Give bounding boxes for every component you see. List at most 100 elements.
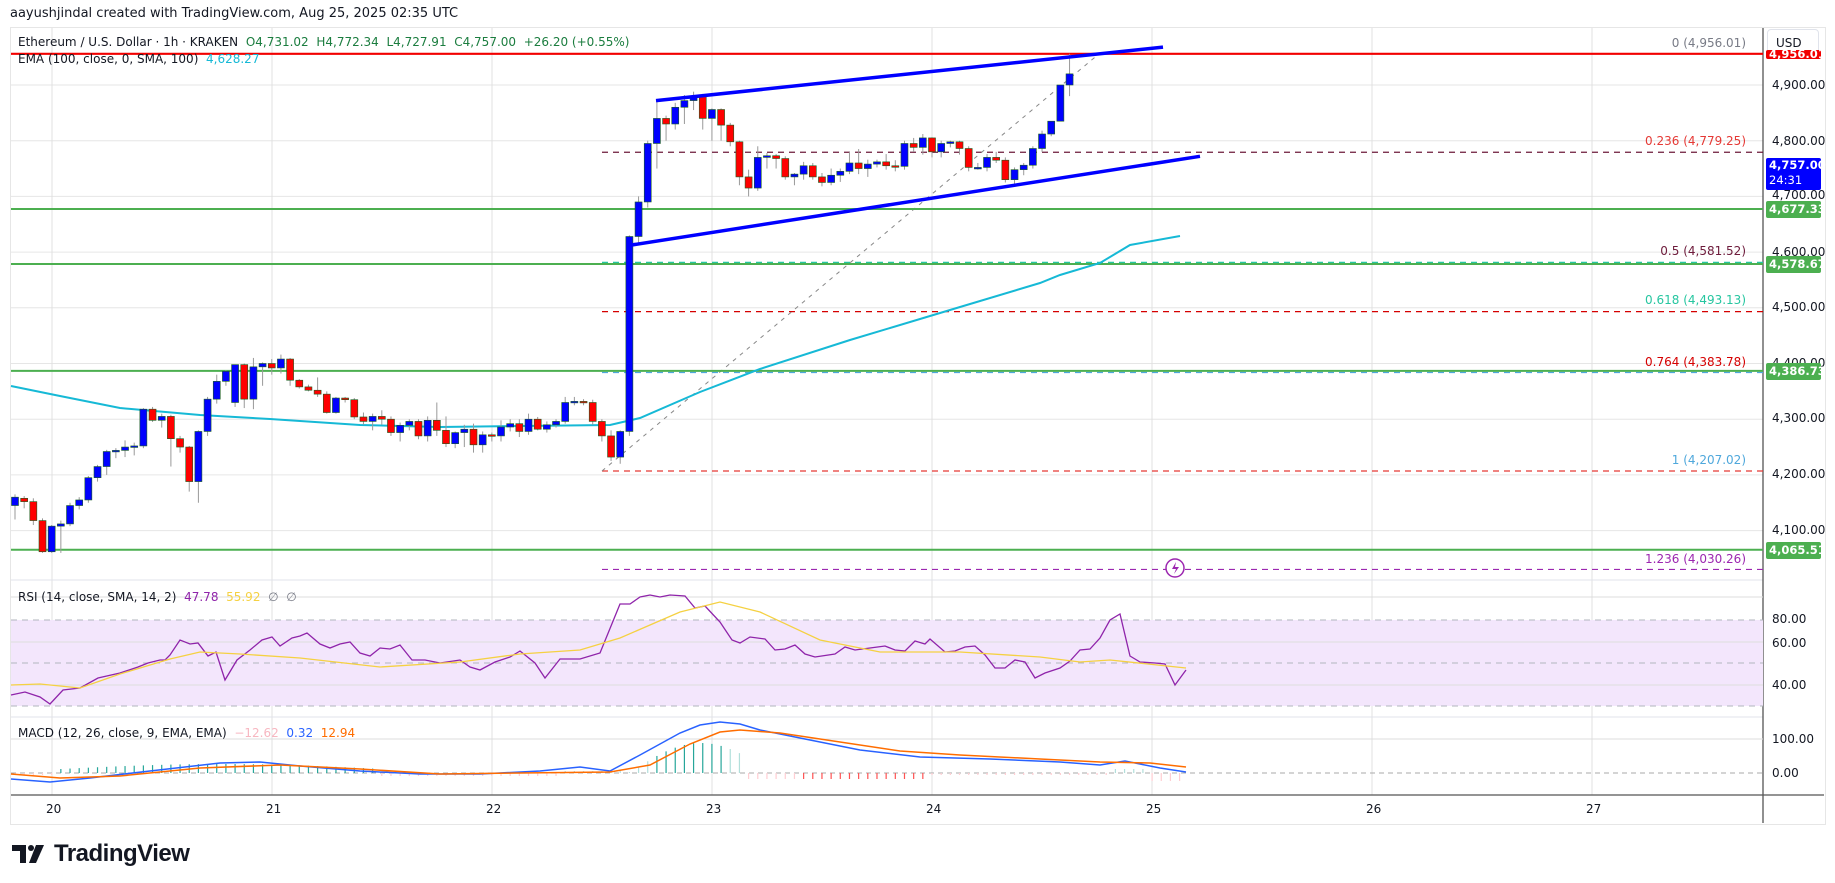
candle-body bbox=[552, 421, 560, 426]
tradingview-logo[interactable]: TradingView bbox=[12, 840, 190, 868]
rsi-extra-2: ∅ bbox=[286, 590, 297, 604]
candle-body bbox=[836, 171, 845, 176]
macd-label: MACD (12, 26, close, 9, EMA, EMA) bbox=[18, 726, 227, 740]
candle-body bbox=[561, 402, 570, 422]
fib-label-0: 0 (4,956.01) bbox=[1671, 36, 1746, 50]
candle-body bbox=[1065, 73, 1074, 86]
candle-body bbox=[653, 118, 661, 144]
lower-trendline bbox=[628, 154, 1201, 248]
candle-body bbox=[937, 143, 945, 153]
candle-body bbox=[258, 363, 267, 368]
date-tick: 23 bbox=[706, 802, 722, 816]
macd-tick: 0.00 bbox=[1772, 766, 1799, 780]
candle-body bbox=[433, 420, 441, 431]
date-tick: 20 bbox=[46, 802, 62, 816]
candle-body bbox=[460, 428, 469, 433]
fib-label-05: 0.5 (4,581.52) bbox=[1660, 244, 1746, 258]
price-tick: 4,500.00 bbox=[1772, 300, 1826, 314]
macd-legend[interactable]: MACD (12, 26, close, 9, EMA, EMA) −12.62… bbox=[18, 726, 355, 740]
candle-body bbox=[1047, 120, 1056, 135]
candle-body bbox=[570, 401, 579, 404]
rsi-label: RSI (14, close, SMA, 14, 2) bbox=[18, 590, 177, 604]
rsi-extra-1: ∅ bbox=[268, 590, 279, 604]
candle-body bbox=[93, 466, 102, 478]
candle-body bbox=[808, 165, 817, 178]
candle-body bbox=[148, 408, 157, 421]
rsi-value: 47.78 bbox=[184, 590, 219, 604]
price-tick: 4,800.00 bbox=[1772, 134, 1826, 148]
candle-body bbox=[1056, 84, 1065, 122]
candle-body bbox=[919, 137, 927, 148]
candle-body bbox=[469, 428, 478, 446]
candle-body bbox=[405, 421, 414, 426]
candle-body bbox=[75, 499, 83, 506]
candle-body bbox=[130, 445, 139, 448]
price-tick: 4,900.00 bbox=[1772, 78, 1826, 92]
candle-body bbox=[598, 421, 606, 437]
date-tick: 26 bbox=[1366, 802, 1382, 816]
candle-body bbox=[29, 501, 38, 521]
candle-body bbox=[387, 418, 395, 433]
candle-body bbox=[112, 450, 120, 453]
candle-body bbox=[442, 430, 450, 445]
candle-body bbox=[781, 158, 790, 178]
ema-line bbox=[10, 235, 1181, 429]
candle-body bbox=[634, 201, 643, 237]
candle-body bbox=[185, 446, 194, 482]
candle-body bbox=[359, 416, 368, 422]
candle-body bbox=[396, 425, 404, 433]
candle-body bbox=[304, 386, 313, 391]
macd-value: 0.32 bbox=[286, 726, 314, 740]
candle-body bbox=[726, 124, 735, 143]
candle-body bbox=[1038, 133, 1046, 149]
price-tick: 4,100.00 bbox=[1772, 523, 1826, 537]
price-tick: 4,200.00 bbox=[1772, 467, 1826, 481]
price-tick: 4,700.00 bbox=[1772, 188, 1826, 202]
symbol-title: Ethereum / U.S. Dollar · 1h · KRAKEN bbox=[18, 35, 239, 49]
price-tick: 4,600.00 bbox=[1772, 245, 1826, 259]
ohlc-low: L4,727.91 bbox=[386, 35, 447, 49]
signal-line bbox=[10, 729, 1187, 779]
rsi-sma-line bbox=[10, 601, 1187, 689]
candle-body bbox=[47, 525, 56, 553]
candle-body bbox=[708, 109, 716, 119]
candle-body bbox=[488, 434, 496, 437]
candle-body bbox=[964, 148, 973, 168]
candle-body bbox=[753, 157, 762, 189]
candle-body bbox=[735, 141, 744, 178]
rsi-legend[interactable]: RSI (14, close, SMA, 14, 2) 47.78 55.92 … bbox=[18, 590, 297, 604]
candle-body bbox=[368, 416, 377, 422]
candle-body bbox=[772, 155, 780, 159]
candle-body bbox=[102, 451, 111, 467]
candle-body bbox=[157, 416, 166, 421]
candle-body bbox=[38, 520, 47, 553]
candle-body bbox=[313, 389, 322, 395]
candle-body bbox=[497, 426, 505, 437]
candle-body bbox=[864, 163, 872, 169]
candle-body bbox=[607, 435, 615, 458]
candle-body bbox=[341, 397, 349, 401]
candle-body bbox=[1010, 169, 1019, 180]
support-price-tag: 4,578.67 bbox=[1766, 256, 1826, 273]
candle-body bbox=[854, 162, 863, 169]
current-price: 4,757.00 bbox=[1769, 158, 1826, 172]
candle-body bbox=[322, 393, 331, 413]
ema-legend[interactable]: EMA (100, close, 0, SMA, 100) 4,628.27 bbox=[18, 52, 259, 66]
candle-body bbox=[84, 477, 93, 501]
candle-body bbox=[121, 446, 129, 451]
candle-body bbox=[928, 137, 936, 153]
candle-body bbox=[533, 418, 542, 430]
fib-label-0618: 0.618 (4,493.13) bbox=[1645, 293, 1746, 307]
candle-body bbox=[249, 366, 258, 400]
rsi-tick: 60.00 bbox=[1772, 636, 1807, 650]
fib-label-0764: 0.764 (4,383.78) bbox=[1645, 355, 1746, 369]
date-tick: 24 bbox=[926, 802, 942, 816]
candle-body bbox=[451, 432, 459, 445]
ohlc-open: O4,731.02 bbox=[245, 35, 309, 49]
candle-body bbox=[616, 431, 625, 458]
candle-body bbox=[1019, 164, 1028, 170]
candle-body bbox=[680, 100, 689, 108]
candle-body bbox=[332, 397, 340, 413]
candle-body bbox=[11, 496, 19, 506]
